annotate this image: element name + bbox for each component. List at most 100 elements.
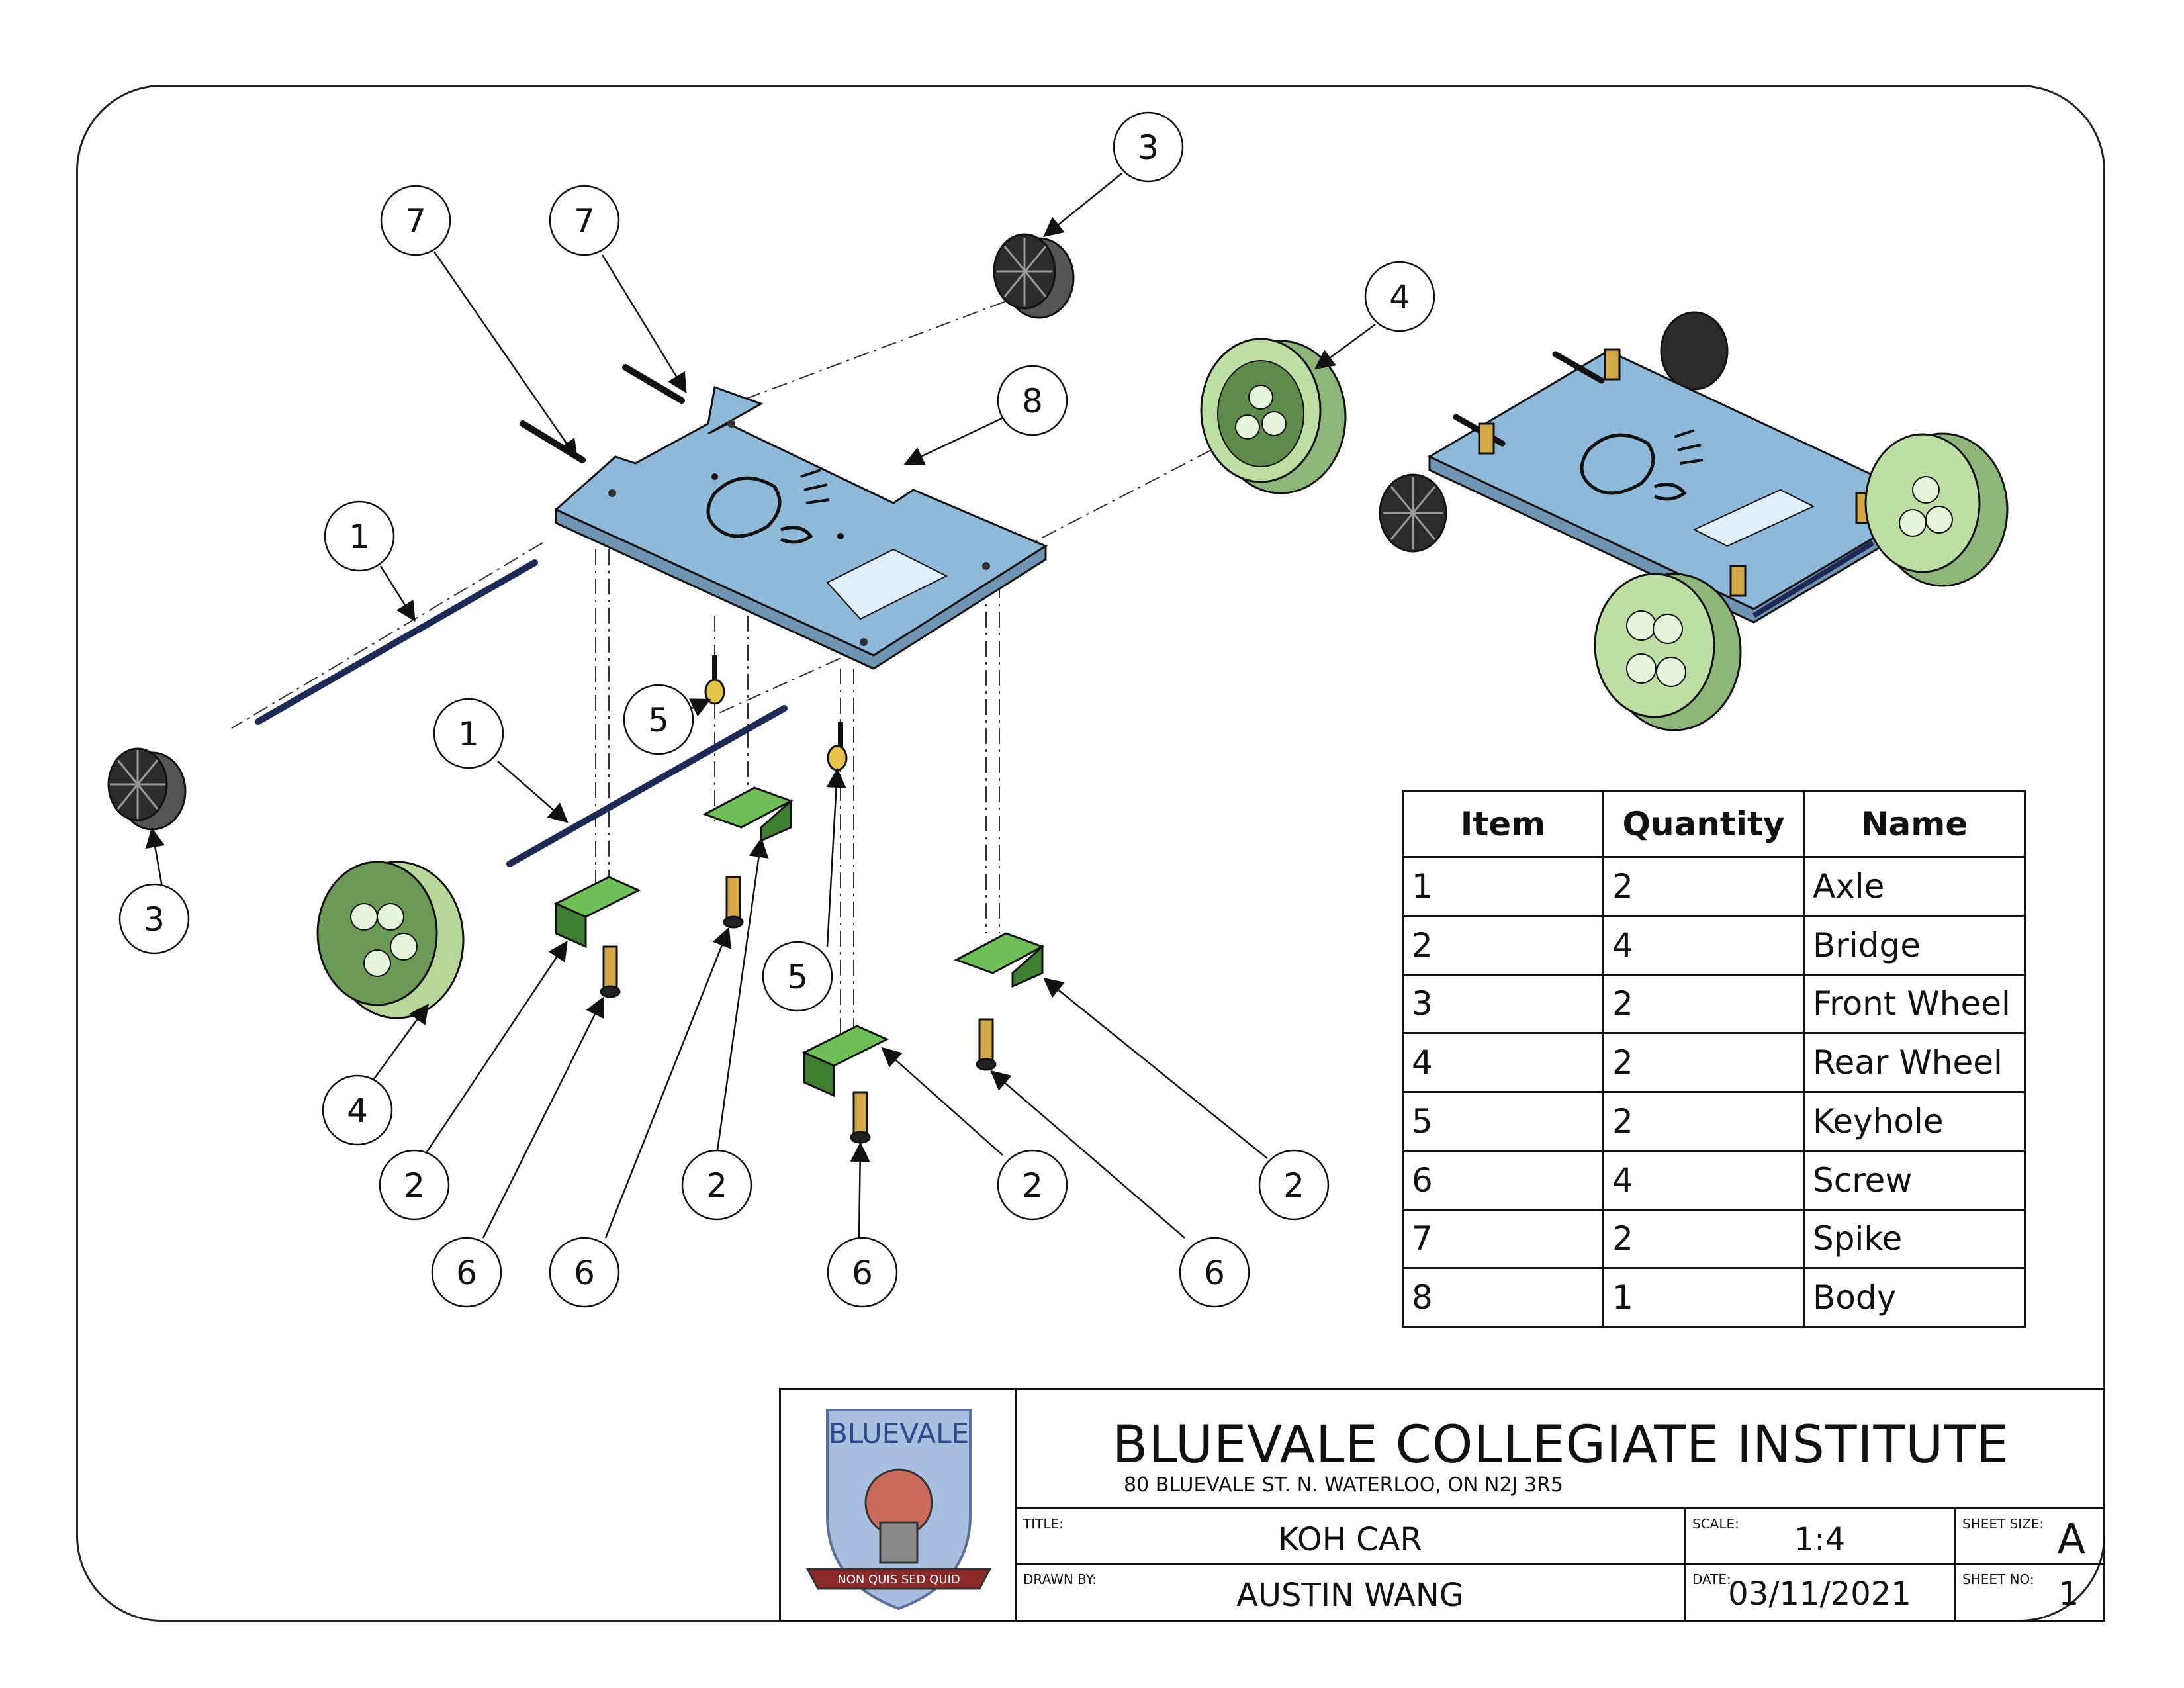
bom-name: Spike xyxy=(1803,1208,2026,1270)
bom-quantity: 2 xyxy=(1602,1208,1805,1270)
balloon: 1 xyxy=(324,500,395,572)
bom-header-name: Name xyxy=(1803,790,2026,858)
date-value: 03/11/2021 xyxy=(1728,1575,1911,1613)
bridge-2 xyxy=(702,786,794,843)
bill-of-materials-table: Item Quantity Name 1 2 Axle 2 4 Bridge 3 2 Fro… xyxy=(1402,790,2026,1328)
scale-cell: SCALE: 1:4 xyxy=(1686,1509,1956,1565)
bom-name: Rear Wheel xyxy=(1803,1032,2026,1093)
institution-address: 80 BLUEVALE ST. N. WATERLOO, ON N2J 3R5 xyxy=(1124,1474,1563,1497)
svg-text:6: 6 xyxy=(1204,1254,1225,1292)
body-plate xyxy=(554,385,1048,670)
svg-text:NON QUIS SED QUID: NON QUIS SED QUID xyxy=(837,1573,960,1587)
svg-text:6: 6 xyxy=(456,1254,477,1292)
balloon: 4 xyxy=(1364,261,1435,332)
sheet-size-label: SHEET SIZE: xyxy=(1962,1516,2044,1532)
balloon: 5 xyxy=(762,941,833,1012)
table-row: 1 2 Axle xyxy=(1402,856,2026,917)
drawing-title: KOH CAR xyxy=(1278,1521,1422,1558)
drawn-by-cell: DRAWN BY: AUSTIN WANG xyxy=(1017,1565,1686,1620)
svg-text:3: 3 xyxy=(1138,128,1159,167)
bom-item: 1 xyxy=(1402,856,1604,917)
bridge-4 xyxy=(954,932,1045,988)
bom-item: 7 xyxy=(1402,1208,1604,1270)
sheet-no-cell: SHEET NO: 1 xyxy=(1956,1565,2105,1620)
screws xyxy=(600,876,997,1144)
svg-text:1: 1 xyxy=(349,518,370,556)
svg-text:2: 2 xyxy=(1022,1166,1043,1205)
title-cell: TITLE: KOH CAR xyxy=(1017,1509,1686,1565)
scale-value: 1:4 xyxy=(1794,1521,1846,1558)
rear-wheel-left xyxy=(316,861,465,1019)
bom-item: 5 xyxy=(1402,1091,1604,1152)
rear-wheel-right xyxy=(1200,338,1347,494)
svg-text:BLUEVALE: BLUEVALE xyxy=(829,1417,969,1450)
institution-cell: BLUEVALE COLLEGIATE INSTITUTE 80 BLUEVAL… xyxy=(1017,1390,2105,1509)
balloon: 6 xyxy=(827,1237,898,1308)
balloon: 3 xyxy=(118,883,190,955)
sheet-size-value: A xyxy=(2057,1515,2085,1563)
balloon: 2 xyxy=(997,1149,1068,1221)
svg-text:5: 5 xyxy=(787,958,808,996)
scale-label: SCALE: xyxy=(1692,1516,1739,1532)
spike-right xyxy=(622,364,685,404)
bom-item: 6 xyxy=(1402,1149,1604,1211)
balloon: 1 xyxy=(433,698,504,769)
bom-quantity: 4 xyxy=(1602,914,1805,976)
bom-quantity: 1 xyxy=(1602,1267,1805,1328)
balloon: 6 xyxy=(431,1237,502,1308)
svg-text:2: 2 xyxy=(404,1166,425,1205)
bom-name: Axle xyxy=(1803,856,2026,917)
table-row: 5 2 Keyhole xyxy=(1402,1091,2026,1152)
balloon: 6 xyxy=(549,1237,620,1308)
svg-text:2: 2 xyxy=(706,1166,727,1205)
balloon: 2 xyxy=(681,1149,752,1221)
table-row: 2 4 Bridge xyxy=(1402,914,2026,976)
bom-item: 8 xyxy=(1402,1267,1604,1328)
svg-text:4: 4 xyxy=(347,1092,368,1130)
logo-cell: BLUEVALE NON QUIS SED QUID xyxy=(781,1390,1017,1620)
balloon: 2 xyxy=(1258,1149,1330,1221)
school-crest-logo: BLUEVALE NON QUIS SED QUID xyxy=(805,1409,992,1611)
front-wheel-top xyxy=(993,233,1075,319)
balloon: 6 xyxy=(1179,1237,1250,1308)
bom-item: 2 xyxy=(1402,914,1604,976)
bridge-1 xyxy=(553,876,641,949)
svg-text:6: 6 xyxy=(852,1254,873,1292)
title-label: TITLE: xyxy=(1023,1516,1064,1532)
table-row: 7 2 Spike xyxy=(1402,1208,2026,1270)
axle-1 xyxy=(255,559,538,725)
leader-lines xyxy=(145,173,1376,1239)
sheet-no-value: 1 xyxy=(2058,1575,2079,1613)
drawn-by-label: DRAWN BY: xyxy=(1023,1571,1097,1587)
bom-quantity: 2 xyxy=(1602,1091,1805,1152)
bom-quantity: 2 xyxy=(1602,973,1805,1035)
drawn-by-value: AUSTIN WANG xyxy=(1236,1577,1464,1614)
bom-item: 3 xyxy=(1402,973,1604,1035)
institution-name: BLUEVALE COLLEGIATE INSTITUTE xyxy=(1112,1415,2010,1475)
svg-text:6: 6 xyxy=(574,1254,595,1292)
svg-text:5: 5 xyxy=(648,701,669,739)
balloon: 7 xyxy=(549,185,620,256)
bom-quantity: 2 xyxy=(1602,1032,1805,1093)
front-wheel-left xyxy=(107,747,187,831)
bridge-3 xyxy=(801,1025,889,1098)
balloon: 5 xyxy=(623,684,694,755)
svg-text:4: 4 xyxy=(1389,278,1410,316)
date-cell: DATE: 03/11/2021 xyxy=(1686,1565,1956,1620)
table-row: 4 2 Rear Wheel xyxy=(1402,1032,2026,1093)
keyholes xyxy=(704,655,848,771)
table-row: 3 2 Front Wheel xyxy=(1402,973,2026,1035)
table-row: 6 4 Screw xyxy=(1402,1149,2026,1211)
bom-header-row: Item Quantity Name xyxy=(1402,790,2026,858)
title-block: BLUEVALE NON QUIS SED QUID BLUEVALE COLL… xyxy=(779,1388,2105,1622)
sheet-no-label: SHEET NO: xyxy=(1962,1571,2034,1587)
bom-name: Bridge xyxy=(1803,914,2026,976)
sheet-size-cell: SHEET SIZE: A xyxy=(1956,1509,2105,1565)
svg-text:1: 1 xyxy=(458,715,479,753)
balloon: 3 xyxy=(1113,111,1184,183)
svg-text:3: 3 xyxy=(144,900,165,939)
svg-text:8: 8 xyxy=(1022,382,1043,420)
bom-name: Keyhole xyxy=(1803,1091,2026,1152)
table-row: 8 1 Body xyxy=(1402,1267,2026,1328)
